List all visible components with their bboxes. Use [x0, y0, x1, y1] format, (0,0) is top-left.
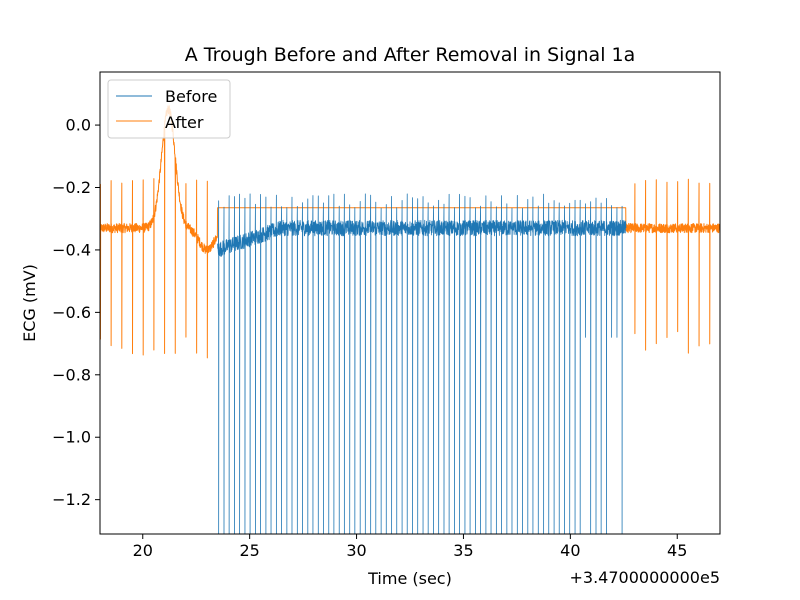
legend: Before After — [107, 79, 231, 139]
y-tick-label: −0.6 — [52, 303, 91, 322]
y-tick-label: −1.0 — [52, 428, 91, 447]
y-tick-label: −0.4 — [52, 240, 91, 259]
x-offset-label: +3.4700000000e5 — [570, 568, 721, 587]
x-tick-label: 25 — [239, 541, 259, 560]
y-tick-label: −1.2 — [52, 490, 91, 509]
y-tick-label: 0.0 — [66, 116, 91, 135]
x-tick-label: 30 — [346, 541, 366, 560]
y-axis-label: ECG (mV) — [20, 264, 39, 342]
legend-box — [107, 79, 231, 139]
y-axis: 0.0 −0.2 −0.4 −0.6 −0.8 −1.0 −1.2 — [52, 116, 100, 509]
x-axis: 20 25 30 35 40 45 — [133, 534, 687, 560]
legend-label-before: Before — [165, 87, 217, 106]
x-tick-label: 35 — [453, 541, 473, 560]
chart-title: A Trough Before and After Removal in Sig… — [185, 44, 636, 66]
x-tick-label: 20 — [133, 541, 153, 560]
series-layer — [100, 105, 720, 534]
x-tick-label: 45 — [667, 541, 687, 560]
plot-frame — [99, 71, 721, 535]
x-axis-label: Time (sec) — [367, 569, 452, 588]
series-line-before — [217, 193, 627, 534]
legend-label-after: After — [165, 113, 204, 132]
y-tick-label: −0.8 — [52, 365, 91, 384]
series-line-after — [100, 105, 720, 359]
y-tick-label: −0.2 — [52, 178, 91, 197]
x-tick-label: 40 — [560, 541, 580, 560]
